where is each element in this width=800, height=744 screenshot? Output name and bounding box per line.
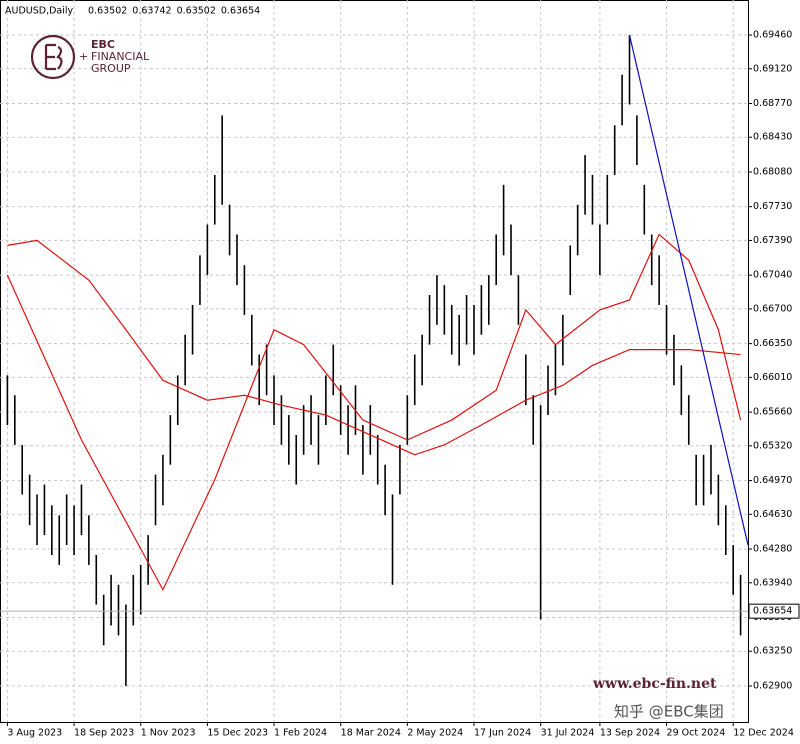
x-tick-label: 17 Jun 2024 xyxy=(474,728,531,739)
x-tick-label: 15 Dec 2023 xyxy=(207,728,268,739)
x-tick-label: 31 Jul 2024 xyxy=(541,728,595,739)
y-tick-label: 0.67730 xyxy=(753,201,792,212)
y-tick-label: 0.65660 xyxy=(753,407,792,418)
header-value: 0.63654 xyxy=(221,6,260,17)
chart-title: AUDUSD,Daily xyxy=(5,6,74,17)
y-tick-label: 0.67040 xyxy=(753,270,792,281)
y-tick-label: 0.65320 xyxy=(753,440,792,451)
y-tick-label: 0.69120 xyxy=(753,63,792,74)
bars xyxy=(6,35,742,686)
header-value: 0.63502 xyxy=(88,6,127,17)
logo-plus: + xyxy=(79,50,88,63)
y-tick-label: 0.68080 xyxy=(753,166,792,177)
logo-text: GROUP xyxy=(91,62,131,75)
last-price-box xyxy=(748,603,800,619)
grid xyxy=(0,0,748,722)
y-tick-label: 0.66010 xyxy=(753,372,792,383)
credit: 知乎 @EBC集团 xyxy=(614,703,724,721)
overlays xyxy=(6,34,749,592)
header-value: 0.63742 xyxy=(132,6,171,17)
plot-frame xyxy=(0,0,749,723)
x-tick-label: 1 Nov 2023 xyxy=(141,728,196,739)
logo-text: FINANCIAL xyxy=(91,50,150,63)
header-value: 0.63502 xyxy=(177,6,216,17)
x-tick-label: 1 Feb 2024 xyxy=(274,728,327,739)
x-tick-label: 29 Oct 2024 xyxy=(667,728,726,739)
last-price-label: 0.63654 xyxy=(753,606,792,617)
y-tick-label: 0.63250 xyxy=(753,646,792,657)
logo-ring xyxy=(30,34,76,80)
x-tick-label: 18 Sep 2023 xyxy=(74,728,134,739)
y-tick-label: 0.64970 xyxy=(753,475,792,486)
overlay-line xyxy=(6,233,742,592)
y-tick-label: 0.66350 xyxy=(753,338,792,349)
x-tick-label: 13 Sep 2024 xyxy=(600,728,660,739)
x-tick-label: 2 May 2024 xyxy=(407,728,463,739)
overlay-line xyxy=(7,239,741,456)
overlay-line xyxy=(628,34,749,546)
y-tick-label: 0.64280 xyxy=(753,544,792,555)
y-tick-label: 0.68430 xyxy=(753,132,792,143)
logo-text: EBC xyxy=(91,38,115,51)
y-tick-label: 0.63940 xyxy=(753,577,792,588)
x-tick-label: 18 Mar 2024 xyxy=(341,728,401,739)
logo: + EBC FINANCIAL GROUP xyxy=(30,34,150,80)
y-tick-label: 0.68770 xyxy=(753,98,792,109)
x-tick-label: 12 Dec 2024 xyxy=(733,728,794,739)
y-tick-label: 0.66700 xyxy=(753,303,792,314)
y-tick-label: 0.67390 xyxy=(753,235,792,246)
logo-mark xyxy=(44,43,63,71)
y-tick-label: 0.69460 xyxy=(753,30,792,41)
y-tick-label: 0.64630 xyxy=(753,509,792,520)
x-tick-label: 3 Aug 2023 xyxy=(7,728,62,739)
watermark: www.ebc-fin.net xyxy=(592,676,717,692)
y-tick-label: 0.62900 xyxy=(753,680,792,691)
